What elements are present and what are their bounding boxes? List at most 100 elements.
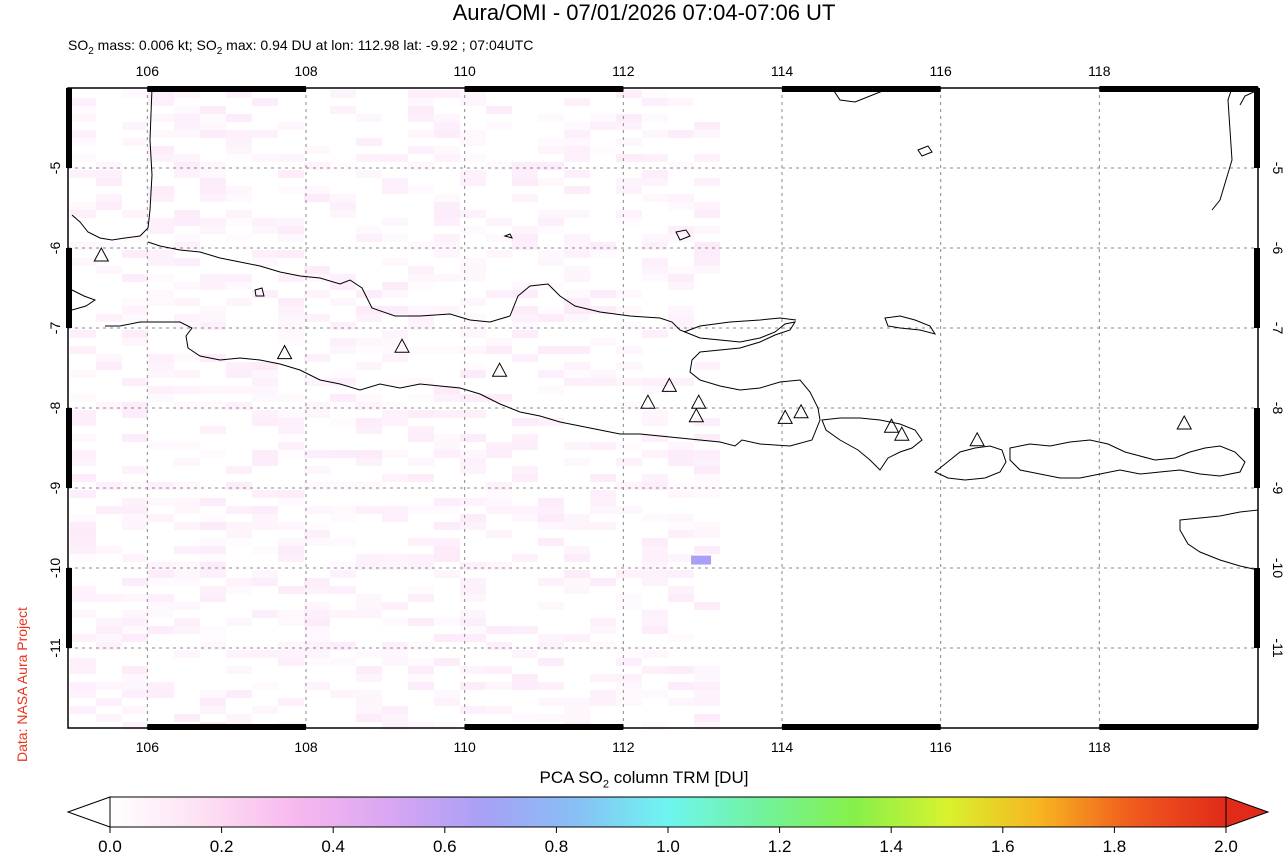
so2-pixel	[408, 538, 434, 546]
so2-pixel	[564, 210, 590, 218]
so2-pixel	[356, 362, 382, 370]
so2-pixel	[590, 522, 616, 530]
so2-pixel	[512, 626, 538, 634]
so2-pixel	[70, 154, 96, 162]
so2-pixel	[408, 274, 434, 282]
so2-pixel	[200, 634, 226, 642]
so2-pixel	[70, 594, 96, 602]
so2-pixel	[694, 210, 720, 218]
so2-pixel	[200, 450, 226, 458]
so2-pixel	[304, 194, 330, 202]
so2-pixel	[200, 426, 226, 434]
so2-pixel	[564, 274, 590, 282]
so2-pixel	[226, 154, 252, 162]
so2-pixel	[642, 434, 668, 442]
karimunjawa	[503, 233, 513, 239]
so2-pixel	[408, 242, 434, 250]
so2-pixel	[122, 90, 148, 98]
so2-pixel	[408, 434, 434, 442]
so2-pixel	[486, 682, 512, 690]
so2-pixel	[512, 506, 538, 514]
so2-pixel	[252, 410, 278, 418]
so2-pixel	[668, 522, 694, 530]
so2-pixel	[434, 522, 460, 530]
so2-pixel	[252, 418, 278, 426]
so2-pixel	[460, 138, 486, 146]
so2-pixel	[252, 394, 278, 402]
so2-pixel	[278, 186, 304, 194]
so2-pixel	[616, 402, 642, 410]
so2-pixel	[616, 690, 642, 698]
so2-pixel	[694, 722, 720, 730]
so2-pixel	[174, 442, 200, 450]
so2-pixel	[564, 554, 590, 562]
so2-pixel	[616, 210, 642, 218]
so2-pixel	[252, 130, 278, 138]
so2-pixel	[252, 682, 278, 690]
colorbar-tick-label: 1.2	[768, 837, 792, 855]
so2-pixel	[694, 154, 720, 162]
so2-pixel	[668, 314, 694, 322]
so2-pixel	[96, 682, 122, 690]
so2-pixel	[252, 362, 278, 370]
so2-pixel	[96, 626, 122, 634]
so2-pixel	[252, 226, 278, 234]
so2-pixel	[278, 498, 304, 506]
so2-pixel	[408, 314, 434, 322]
so2-pixel	[486, 218, 512, 226]
frame-tick-bar	[1099, 724, 1258, 730]
so2-pixel	[408, 162, 434, 170]
so2-pixel	[460, 130, 486, 138]
so2-pixel	[122, 402, 148, 410]
so2-pixel	[70, 394, 96, 402]
so2-pixel	[538, 346, 564, 354]
lat-tick-label: -7	[47, 322, 63, 335]
so2-pixel	[668, 98, 694, 106]
so2-pixel	[304, 482, 330, 490]
so2-pixel	[122, 634, 148, 642]
so2-pixel	[148, 226, 174, 234]
so2-pixel	[304, 682, 330, 690]
colorbar-tick-label: 0.6	[433, 837, 457, 855]
so2-pixel	[616, 178, 642, 186]
so2-pixel	[96, 482, 122, 490]
so2-pixel	[434, 210, 460, 218]
so2-pixel	[278, 442, 304, 450]
frame-tick-bar	[1254, 568, 1260, 648]
so2-pixel	[694, 490, 720, 498]
volcano-triangle-icon	[793, 403, 809, 419]
so2-pixel	[122, 122, 148, 130]
so2-pixel	[382, 650, 408, 658]
so2-pixel	[512, 714, 538, 722]
so2-pixel	[70, 130, 96, 138]
colorbar-title: PCA SO2 column TRM [DU]	[539, 768, 749, 791]
so2-pixel	[330, 482, 356, 490]
so2-pixel	[434, 274, 460, 282]
so2-pixel	[70, 450, 96, 458]
so2-pixel	[590, 250, 616, 258]
so2-pixel	[408, 282, 434, 290]
so2-pixel	[642, 650, 668, 658]
so2-pixel	[434, 506, 460, 514]
lon-tick-label: 114	[771, 739, 794, 755]
so2-pixel	[304, 266, 330, 274]
so2-pixel	[408, 682, 434, 690]
so2-pixel	[668, 442, 694, 450]
so2-pixel	[408, 186, 434, 194]
so2-pixel	[538, 138, 564, 146]
so2-pixel	[668, 274, 694, 282]
so2-pixel	[278, 418, 304, 426]
so2-pixel	[590, 578, 616, 586]
so2-pixel	[642, 258, 668, 266]
so2-pixel	[616, 682, 642, 690]
so2-pixel	[512, 178, 538, 186]
lat-tick-label: -9	[47, 482, 63, 495]
so2-pixel	[278, 298, 304, 306]
so2-pixel	[538, 282, 564, 290]
so2-pixel	[408, 322, 434, 330]
so2-pixel	[356, 458, 382, 466]
so2-pixel	[148, 578, 174, 586]
so2-pixel	[200, 514, 226, 522]
so2-pixel	[330, 338, 356, 346]
so2-pixel	[200, 170, 226, 178]
